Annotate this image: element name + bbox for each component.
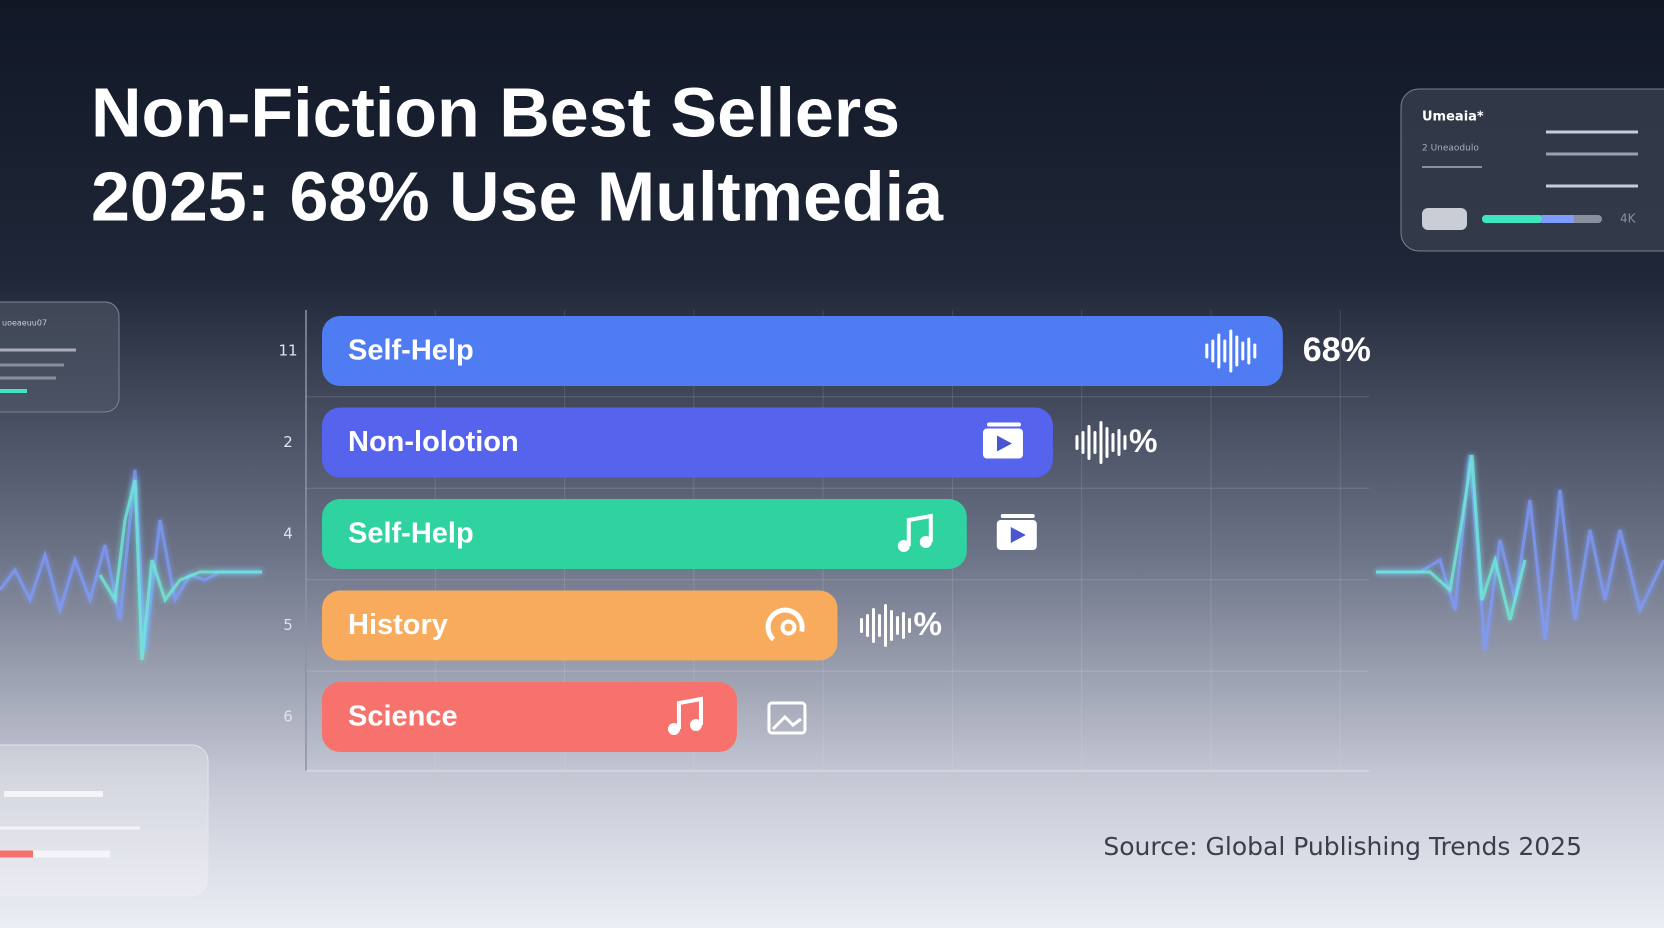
icon-part [771, 714, 802, 731]
info-card: Umeaia* 2 Uneaodulo 4K [1400, 88, 1664, 252]
bottom-card [0, 744, 209, 898]
icon-part [689, 719, 702, 731]
icon-part [1010, 527, 1026, 543]
card-title: Umeaia* [1422, 110, 1484, 125]
side-label: % [914, 606, 942, 642]
icon [1205, 329, 1257, 373]
icon-part [765, 607, 805, 642]
chart-title: Non-Fiction Best Sellers [91, 73, 900, 151]
source-note: Source: Global Publishing Trends 2025 [1103, 832, 1582, 861]
row-label: 4 [283, 525, 293, 543]
side-label: % [1129, 423, 1157, 459]
bar [322, 682, 737, 752]
x-tick-label: 00 [1073, 784, 1090, 799]
bar [322, 316, 1283, 386]
icon [860, 604, 911, 647]
icon-part [767, 701, 807, 735]
x-tick-label: 00 [1203, 784, 1220, 799]
icon [982, 422, 1023, 459]
bar-label: Self-Help [348, 518, 474, 550]
wave-decor [0, 469, 262, 651]
bar-label: History [348, 609, 448, 641]
bar-label: Science [348, 701, 458, 733]
bar [322, 407, 1053, 478]
x-tick-label: 0 [1336, 784, 1344, 799]
icon [996, 514, 1037, 550]
bar-label: Self-Help [348, 335, 474, 367]
icon-part [667, 723, 680, 735]
row-label: 2 [283, 433, 293, 451]
row-label: 6 [283, 708, 293, 726]
x-tick-label: 0 [690, 784, 698, 799]
x-tick-label: 00 [815, 784, 832, 799]
icon-part [1000, 514, 1035, 518]
x-tick-label: 40 [427, 784, 444, 799]
card-sub: 2 Uneaodulo [1422, 144, 1479, 154]
icon-part [676, 696, 703, 729]
icon [765, 607, 805, 642]
icon [667, 696, 703, 735]
icon-part [919, 536, 932, 548]
row-label: 11 [278, 342, 297, 360]
bar [322, 499, 967, 569]
icon-part [780, 619, 797, 636]
icon [897, 513, 933, 552]
icon-part [996, 435, 1012, 452]
side-card-title: uoeaeuu07 [2, 319, 47, 328]
value-label: 68% [1303, 331, 1371, 369]
side-card: uoeaeuu07 [0, 301, 120, 413]
chart-title: 2025: 68% Use Multmedia [91, 157, 944, 235]
x-tick-label: 60 [556, 784, 573, 799]
wave-decor [98, 479, 262, 661]
x-tick-label: 60 [944, 784, 961, 799]
card-quality: 4K [1620, 212, 1637, 226]
x-tick-label: 000 [294, 784, 319, 799]
wave-decor [1376, 454, 1664, 651]
icon-part [897, 540, 910, 552]
icon-part [986, 422, 1021, 427]
icon [767, 701, 807, 735]
wave-decor [1376, 454, 1527, 621]
bar [322, 590, 838, 661]
icon [1075, 421, 1127, 464]
icon-part [906, 513, 933, 546]
row-label: 5 [283, 616, 293, 634]
bar-label: Non-lolotion [348, 426, 519, 458]
